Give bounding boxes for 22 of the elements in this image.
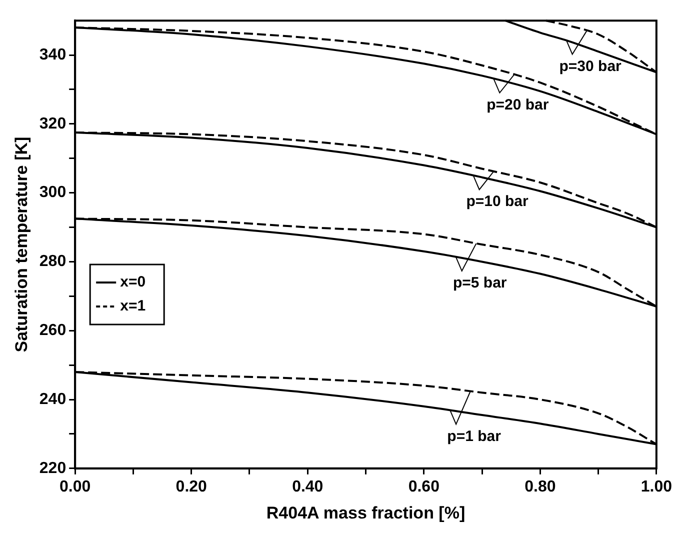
x-tick-label: 1.00 <box>640 478 672 496</box>
y-tick-label: 220 <box>39 460 66 477</box>
annotation: p=5 bar <box>452 274 507 292</box>
y-tick-label: 280 <box>39 253 66 270</box>
annotation: p=30 bar <box>559 58 622 75</box>
x-tick-label: 0.40 <box>292 478 324 496</box>
annotation: p=20 bar <box>486 96 549 114</box>
y-tick-label: 240 <box>39 390 66 408</box>
x-tick-label: 0.20 <box>176 478 208 496</box>
legend-label: x=0 <box>120 274 146 291</box>
x-tick-label: 0.00 <box>60 478 91 496</box>
x-tick-label: 0.60 <box>408 478 440 496</box>
legend-label: x=1 <box>120 298 146 315</box>
x-axis-title: R404A mass fraction [%] <box>266 503 466 522</box>
annotation: p=1 bar <box>447 428 502 445</box>
y-tick-label: 260 <box>39 322 66 340</box>
y-tick-label: 300 <box>39 184 66 202</box>
y-axis-title: Saturation temperature [K] <box>12 136 31 352</box>
y-tick-label: 340 <box>39 46 66 64</box>
annotation: p=10 bar <box>466 193 529 210</box>
x-tick-label: 0.80 <box>524 478 556 496</box>
y-tick-label: 320 <box>39 115 66 132</box>
